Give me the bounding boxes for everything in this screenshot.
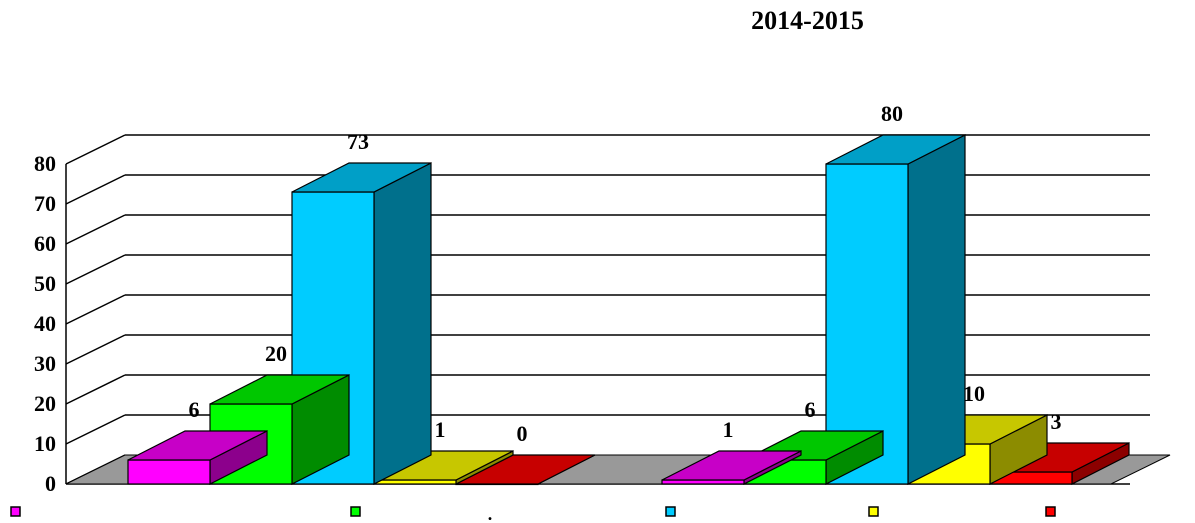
chart-title: 2014-2015 xyxy=(751,6,864,35)
y-tick-label: 40 xyxy=(34,311,56,336)
legend-key xyxy=(350,506,361,517)
bar-top xyxy=(661,450,802,481)
legend-key xyxy=(1045,506,1056,517)
bar xyxy=(661,450,802,485)
data-label: 10 xyxy=(963,381,985,406)
data-label: 3 xyxy=(1051,409,1062,434)
gridline-side xyxy=(65,214,126,245)
legend: . xyxy=(10,504,1056,523)
bar-side xyxy=(373,162,432,485)
bar-top xyxy=(127,430,268,461)
y-tick-label: 30 xyxy=(34,351,56,376)
y-tick-label: 0 xyxy=(45,471,56,496)
gridline-side xyxy=(65,334,126,365)
gridline-side xyxy=(65,414,126,445)
gridline-side xyxy=(65,254,126,285)
legend-separator: . xyxy=(488,504,493,523)
data-label: 6 xyxy=(189,397,200,422)
data-label: 20 xyxy=(265,341,287,366)
bar-top xyxy=(291,162,432,193)
data-label: 73 xyxy=(347,129,369,154)
bar-top xyxy=(825,134,966,165)
bar-top xyxy=(209,374,350,405)
bars xyxy=(127,134,1130,486)
bar-side xyxy=(907,134,966,485)
y-tick-label: 60 xyxy=(34,231,56,256)
y-tick-label: 80 xyxy=(34,151,56,176)
y-tick-label: 70 xyxy=(34,191,56,216)
gridline-side xyxy=(65,174,126,205)
y-tick-label: 50 xyxy=(34,271,56,296)
y-axis-ticks: 0 10 20 30 40 50 60 70 80 xyxy=(34,151,56,496)
data-label: 6 xyxy=(805,397,816,422)
legend-key xyxy=(665,506,676,517)
data-label: 0 xyxy=(517,421,528,446)
y-tick-label: 10 xyxy=(34,431,56,456)
y-tick-label: 20 xyxy=(34,391,56,416)
data-label: 1 xyxy=(435,417,446,442)
bar-front xyxy=(127,459,211,485)
bar xyxy=(127,430,268,485)
legend-key xyxy=(868,506,879,517)
legend-key xyxy=(10,506,21,517)
data-label: 80 xyxy=(881,101,903,126)
gridline-side xyxy=(65,134,126,165)
gridline-side xyxy=(65,374,126,405)
gridline-side xyxy=(65,294,126,325)
data-label: 1 xyxy=(723,417,734,442)
